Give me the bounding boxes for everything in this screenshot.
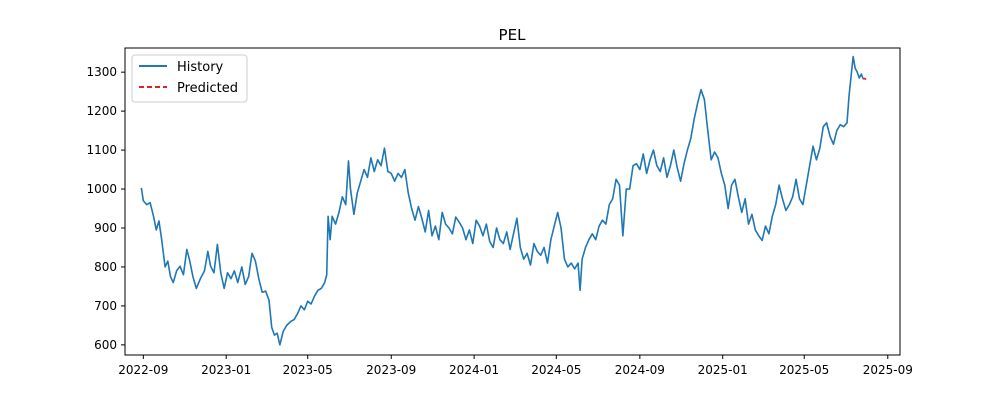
y-tick-label: 600 bbox=[94, 338, 117, 352]
y-tick-label: 1200 bbox=[86, 104, 117, 118]
y-tick-label: 1000 bbox=[86, 182, 117, 196]
x-tick-label: 2025-01 bbox=[698, 363, 748, 377]
x-tick-label: 2025-05 bbox=[779, 363, 829, 377]
series-line-predicted bbox=[862, 77, 867, 81]
y-tick-label: 800 bbox=[94, 260, 117, 274]
legend-label-predicted: Predicted bbox=[177, 81, 238, 96]
legend-label-history: History bbox=[177, 60, 224, 75]
x-axis: 2022-09 2023-01 2023-05 2023-09 2024-01 2024-… bbox=[118, 355, 913, 377]
x-tick-label: 2024-01 bbox=[449, 363, 499, 377]
x-tick-label: 2024-05 bbox=[531, 363, 581, 377]
y-tick-label: 900 bbox=[94, 221, 117, 235]
x-tick-label: 2023-09 bbox=[366, 363, 416, 377]
plot-frame bbox=[124, 47, 901, 356]
y-tick-label: 1300 bbox=[86, 65, 117, 79]
x-tick-label: 2022-09 bbox=[118, 363, 168, 377]
chart-title: PEL bbox=[499, 26, 527, 44]
y-tick-label: 700 bbox=[94, 299, 117, 313]
x-tick-label: 2023-05 bbox=[283, 363, 333, 377]
x-tick-label: 2024-09 bbox=[615, 363, 665, 377]
x-tick-label: 2023-01 bbox=[201, 363, 251, 377]
legend: History Predicted bbox=[131, 54, 248, 103]
series-line-history bbox=[140, 55, 865, 346]
y-tick-label: 1100 bbox=[86, 143, 117, 157]
y-axis: 600 700 800 900 1000 1100 1200 1300 bbox=[86, 65, 125, 352]
plot-series bbox=[140, 55, 867, 346]
x-tick-label: 2025-09 bbox=[863, 363, 913, 377]
